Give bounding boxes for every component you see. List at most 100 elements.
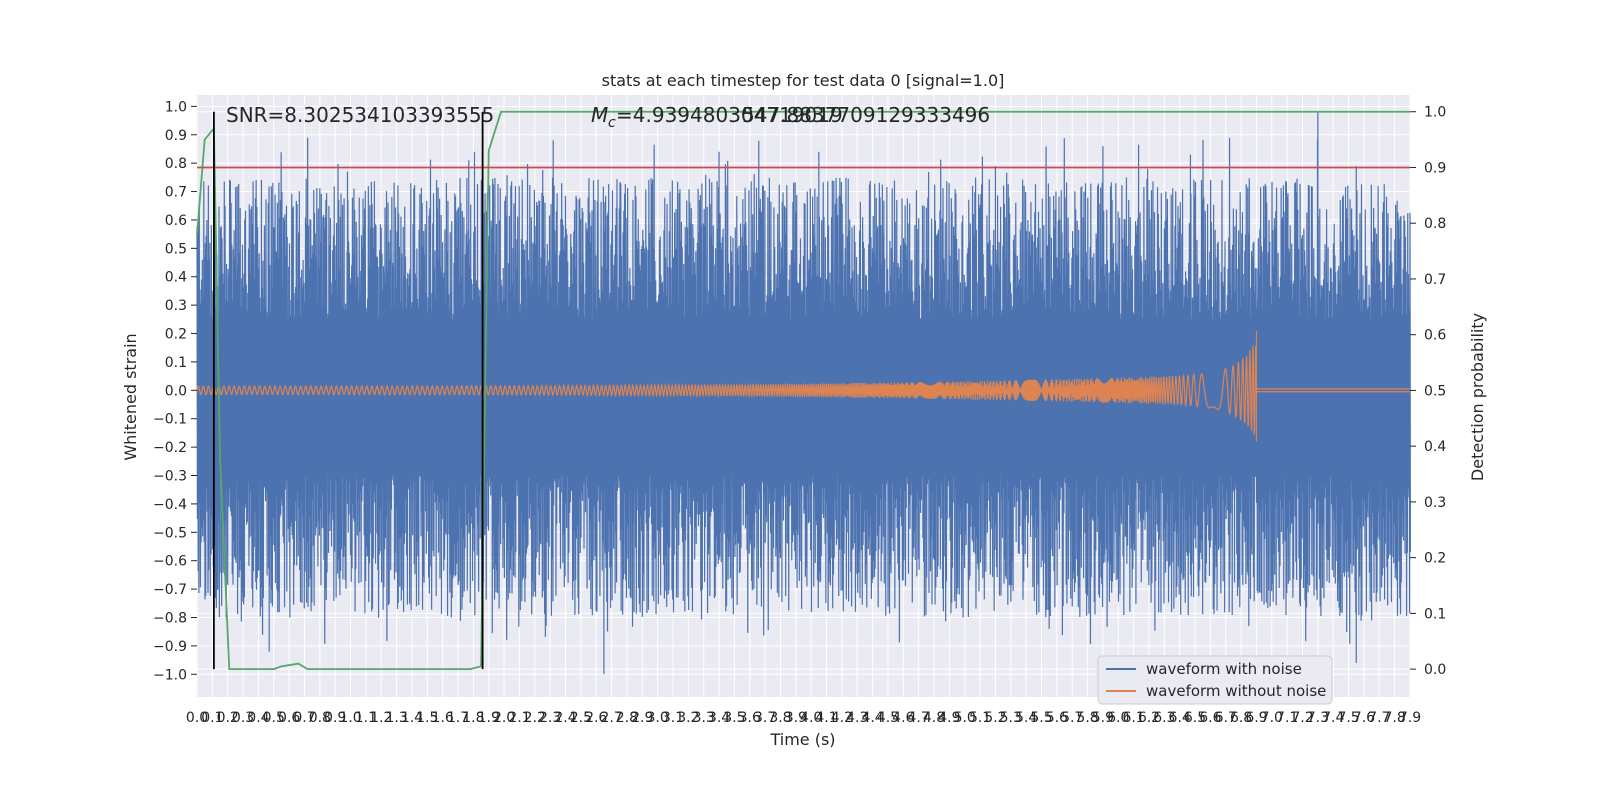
legend-label-noisy: waveform with noise — [1146, 660, 1302, 678]
clean-waveform-path — [196, 330, 1410, 442]
x-tick-label: 6.8 — [1230, 710, 1252, 726]
legend: waveform with noise waveform without noi… — [1097, 655, 1333, 705]
x-tick-label: 4.1 — [815, 710, 837, 726]
x-tick-label: 1.4 — [401, 710, 423, 726]
x-tick-label: 2.9 — [631, 710, 653, 726]
x-tick-label: 5.5 — [1030, 710, 1052, 726]
y-right-axis-label: Detection probability — [1468, 313, 1487, 481]
x-tick-label: 1.6 — [432, 710, 454, 726]
x-tick-label: 7.9 — [1399, 710, 1421, 726]
x-tick-label: 1.8 — [462, 710, 484, 726]
y-left-tick-label: 0.3 — [165, 298, 187, 314]
y-left-tick-label: −0.8 — [153, 610, 187, 626]
x-tick-label: 5.8 — [1076, 710, 1098, 726]
x-tick-label: 4.5 — [877, 710, 899, 726]
y-right-tick-label: 0.9 — [1424, 160, 1446, 176]
x-tick-label: 0.1 — [201, 710, 223, 726]
chart-title: stats at each timestep for test data 0 [… — [602, 71, 1005, 90]
x-tick-label: 4.0 — [800, 710, 822, 726]
x-tick-label: 3.5 — [723, 710, 745, 726]
x-tick-label: 7.2 — [1291, 710, 1313, 726]
detection-probability-line — [196, 110, 1410, 671]
y-left-tick-label: −0.2 — [153, 440, 187, 456]
y-right-tick-label: 0.4 — [1424, 439, 1446, 455]
x-tick-label: 5.0 — [954, 710, 976, 726]
x-tick-label: 5.2 — [984, 710, 1006, 726]
x-tick-label: 1.2 — [370, 710, 392, 726]
x-tick-label: 7.5 — [1337, 710, 1359, 726]
x-tick-label: 6.3 — [1153, 710, 1175, 726]
x-tick-label: 0.8 — [309, 710, 331, 726]
y-right-tick-label: 0.3 — [1424, 495, 1446, 511]
x-tick-label: 3.3 — [693, 710, 715, 726]
series-detection-probability — [196, 110, 1410, 671]
y-right-tick-label: 1.0 — [1424, 105, 1446, 121]
x-tick-label: 3.8 — [769, 710, 791, 726]
x-tick-label: 1.9 — [478, 710, 500, 726]
x-tick-label: 3.2 — [677, 710, 699, 726]
x-tick-label: 7.6 — [1353, 710, 1375, 726]
y-right-tick-label: 0.7 — [1424, 272, 1446, 288]
x-tick-label: 4.6 — [892, 710, 914, 726]
x-tick-label: 2.2 — [524, 710, 546, 726]
y-left-tick-label: −0.1 — [153, 412, 187, 428]
x-tick-label: 4.9 — [938, 710, 960, 726]
x-tick-label: 5.6 — [1046, 710, 1068, 726]
x-tick-label: 7.0 — [1261, 710, 1283, 726]
y-left-tick-label: −0.9 — [153, 639, 187, 655]
x-tick-label: 5.3 — [1000, 710, 1022, 726]
x-tick-label: 0.2 — [217, 710, 239, 726]
y-left-tick-label: 0.7 — [165, 185, 187, 201]
x-tick-label: 3.7 — [754, 710, 776, 726]
x-tick-label: 7.7 — [1368, 710, 1390, 726]
x-tick-label: 7.8 — [1384, 710, 1406, 726]
x-tick-label: 1.1 — [355, 710, 377, 726]
x-tick-label: 6.9 — [1245, 710, 1267, 726]
y-left-tick-label: 0.0 — [165, 383, 187, 399]
y-left-tick-label: 0.8 — [165, 156, 187, 172]
x-tick-label: 0.9 — [324, 710, 346, 726]
y-right-tick-label: 0.2 — [1424, 551, 1446, 567]
x-tick-label: 5.4 — [1015, 710, 1037, 726]
y-left-ticks: 1.0 0.9 0.8 0.7 0.6 0.5 0.4 0.3 0.2 0.1 0.0 −0.1 −0.… — [153, 99, 197, 683]
x-tick-label: 6.2 — [1138, 710, 1160, 726]
vertical-markers — [212, 111, 484, 670]
x-tick-label: 7.3 — [1307, 710, 1329, 726]
x-tick-label: 4.3 — [846, 710, 868, 726]
series-waveform-without-noise — [196, 330, 1410, 442]
x-tick-label: 3.0 — [647, 710, 669, 726]
x-tick-label: 4.2 — [831, 710, 853, 726]
y-left-tick-label: 1.0 — [165, 99, 187, 115]
x-tick-label: 1.7 — [447, 710, 469, 726]
x-tick-label: 0.7 — [293, 710, 315, 726]
mc-overlap-annotation: 547.8837709129333496 — [742, 103, 990, 127]
x-tick-label: 6.4 — [1169, 710, 1191, 726]
x-tick-label: 6.1 — [1122, 710, 1144, 726]
y-right-tick-label: 0.5 — [1424, 383, 1446, 399]
x-tick-label: 5.9 — [1092, 710, 1114, 726]
x-tick-label: 5.1 — [969, 710, 991, 726]
y-right-tick-label: 0.6 — [1424, 328, 1446, 344]
y-left-tick-label: 0.4 — [165, 270, 187, 286]
x-tick-label: 0.3 — [232, 710, 254, 726]
snr-annotation: SNR=8.302534103393555 — [226, 103, 494, 127]
legend-box — [1097, 655, 1333, 705]
x-tick-label: 4.4 — [861, 710, 883, 726]
x-tick-label: 2.4 — [554, 710, 576, 726]
y-left-tick-label: −0.5 — [153, 525, 187, 541]
x-tick-label: 1.5 — [416, 710, 438, 726]
x-tick-label: 6.0 — [1107, 710, 1129, 726]
x-tick-label: 2.1 — [508, 710, 530, 726]
x-tick-label: 6.6 — [1199, 710, 1221, 726]
y-left-tick-label: 0.5 — [165, 241, 187, 257]
x-tick-label: 2.5 — [570, 710, 592, 726]
x-tick-label: 4.7 — [908, 710, 930, 726]
mc-annotation: =4.939480304719019 — [616, 103, 843, 127]
y-left-tick-label: 0.2 — [165, 327, 187, 343]
x-tick-label: 0.0 — [186, 710, 208, 726]
x-tick-label: 7.1 — [1276, 710, 1298, 726]
y-right-ticks: 1.0 0.9 0.8 0.7 0.6 0.5 0.4 0.3 0.2 0.1 0.0 — [1410, 105, 1446, 678]
x-tick-label: 7.4 — [1322, 710, 1344, 726]
